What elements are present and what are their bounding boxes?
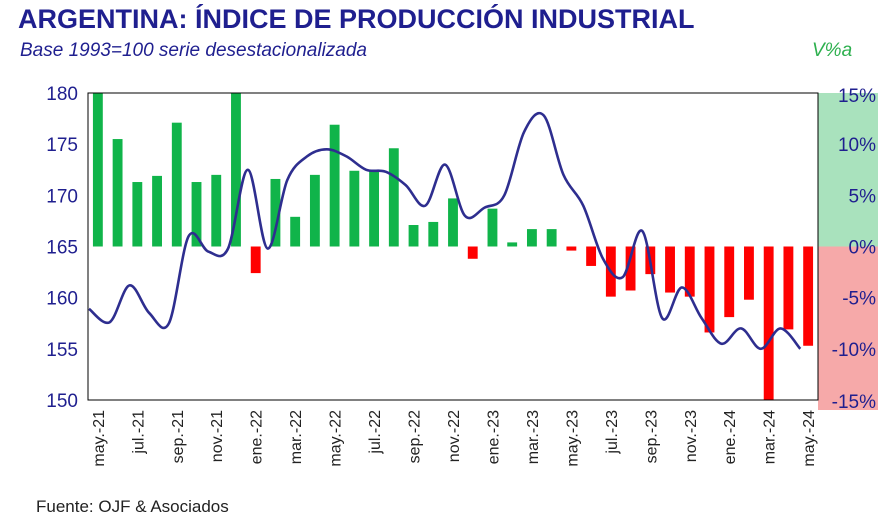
x-tick-sep.-23: sep.-23 bbox=[643, 410, 660, 463]
x-tick-may.-24: may.-24 bbox=[801, 410, 818, 467]
x-tick-mar.-22: mar.-22 bbox=[288, 410, 305, 464]
bar-sep.-21 bbox=[171, 122, 182, 247]
x-tick-ene.-23: ene.-23 bbox=[486, 410, 503, 464]
bar-abr.-24 bbox=[783, 246, 794, 330]
x-tick-ene.-24: ene.-24 bbox=[722, 410, 739, 464]
bar-jun.-21 bbox=[112, 139, 123, 247]
bar-mar.-23 bbox=[526, 229, 537, 247]
x-tick-nov.-23: nov.-23 bbox=[683, 410, 700, 462]
bar-ene.-23 bbox=[487, 208, 498, 247]
right-axis-labels: 15% 10% 5% 0% -5% -10% -15% bbox=[832, 86, 876, 413]
line-layer bbox=[88, 111, 802, 351]
source-note: Fuente: OJF & Asociados bbox=[36, 497, 229, 516]
right-tick-5%: 5% bbox=[849, 186, 877, 207]
bar-may.-21 bbox=[92, 93, 103, 247]
left-tick-180: 180 bbox=[46, 84, 78, 105]
x-tick-nov.-22: nov.-22 bbox=[446, 410, 463, 462]
bar-jul.-22 bbox=[369, 170, 380, 247]
x-tick-mar.-23: mar.-23 bbox=[525, 410, 542, 464]
x-tick-jul.-22: jul.-22 bbox=[367, 410, 384, 455]
x-tick-mar.-24: mar.-24 bbox=[762, 410, 779, 464]
x-tick-may.-22: may.-22 bbox=[328, 410, 345, 467]
bar-ago.-23 bbox=[625, 246, 636, 291]
left-tick-165: 165 bbox=[46, 238, 78, 259]
bar-layer bbox=[92, 93, 814, 400]
plot-border bbox=[87, 92, 819, 401]
x-tick-jul.-21: jul.-21 bbox=[130, 410, 147, 455]
bar-mar.-24 bbox=[763, 246, 774, 400]
right-axis-unit: V%a bbox=[812, 40, 853, 61]
x-tick-jul.-23: jul.-23 bbox=[604, 410, 621, 455]
bar-abr.-22 bbox=[309, 174, 320, 247]
left-tick-170: 170 bbox=[46, 186, 78, 207]
bar-dic.-23 bbox=[704, 246, 715, 333]
bar-nov.-22 bbox=[448, 198, 458, 247]
bar-ago.-22 bbox=[388, 148, 399, 247]
x-tick-ene.-22: ene.-22 bbox=[249, 410, 266, 464]
x-tick-nov.-21: nov.-21 bbox=[209, 410, 226, 462]
left-axis-labels: 180 175 170 165 160 155 150 bbox=[46, 84, 78, 412]
bar-may.-24 bbox=[803, 246, 814, 346]
bar-sep.-22 bbox=[408, 225, 419, 247]
bar-oct.-21 bbox=[191, 182, 202, 247]
x-tick-sep.-22: sep.-22 bbox=[407, 410, 424, 463]
negative-zone bbox=[818, 246, 878, 410]
x-tick-may.-23: may.-23 bbox=[564, 410, 581, 467]
bar-dic.-22 bbox=[467, 246, 478, 259]
chart-title: ARGENTINA: ÍNDICE DE PRODUCCIÓN INDUSTRI… bbox=[18, 4, 695, 34]
bar-oct.-23 bbox=[665, 246, 675, 293]
bar-abr.-23 bbox=[546, 229, 557, 247]
bar-may.-23 bbox=[566, 246, 577, 251]
right-tick-15%: 15% bbox=[838, 86, 876, 107]
bar-feb.-23 bbox=[507, 242, 518, 247]
bar-jul.-21 bbox=[132, 182, 143, 247]
bar-ago.-21 bbox=[152, 175, 162, 247]
right-tick--15%: -15% bbox=[832, 392, 876, 413]
zone-layer bbox=[818, 93, 878, 410]
bar-nov.-21 bbox=[211, 174, 222, 247]
bar-feb.-22 bbox=[270, 178, 281, 247]
bar-nov.-23 bbox=[684, 246, 695, 297]
x-tick-may.-21: may.-21 bbox=[91, 410, 108, 467]
bar-jun.-23 bbox=[586, 246, 597, 266]
bar-dic.-21 bbox=[231, 93, 241, 247]
left-tick-150: 150 bbox=[46, 391, 78, 412]
index-line bbox=[88, 111, 802, 351]
bar-feb.-24 bbox=[744, 246, 754, 300]
bar-jun.-22 bbox=[349, 170, 360, 247]
plot-frame bbox=[87, 92, 819, 401]
right-tick-10%: 10% bbox=[838, 135, 876, 156]
x-axis-labels: may.-21 jul.-21 sep.-21 nov.-21 ene.-22 mar.-… bbox=[91, 410, 818, 467]
bar-may.-22 bbox=[329, 124, 340, 247]
chart-subtitle: Base 1993=100 serie desestacionalizada bbox=[20, 40, 368, 61]
positive-zone bbox=[818, 93, 878, 247]
left-tick-175: 175 bbox=[46, 135, 78, 156]
bar-mar.-22 bbox=[290, 216, 301, 247]
bar-oct.-22 bbox=[428, 221, 439, 247]
bar-ene.-24 bbox=[724, 246, 735, 318]
right-tick--10%: -10% bbox=[832, 340, 876, 361]
left-tick-155: 155 bbox=[46, 340, 78, 361]
right-tick-0%: 0% bbox=[849, 238, 877, 259]
x-tick-sep.-21: sep.-21 bbox=[170, 410, 187, 463]
bar-ene.-22 bbox=[250, 246, 261, 274]
left-tick-160: 160 bbox=[46, 289, 78, 310]
right-tick--5%: -5% bbox=[842, 289, 876, 310]
